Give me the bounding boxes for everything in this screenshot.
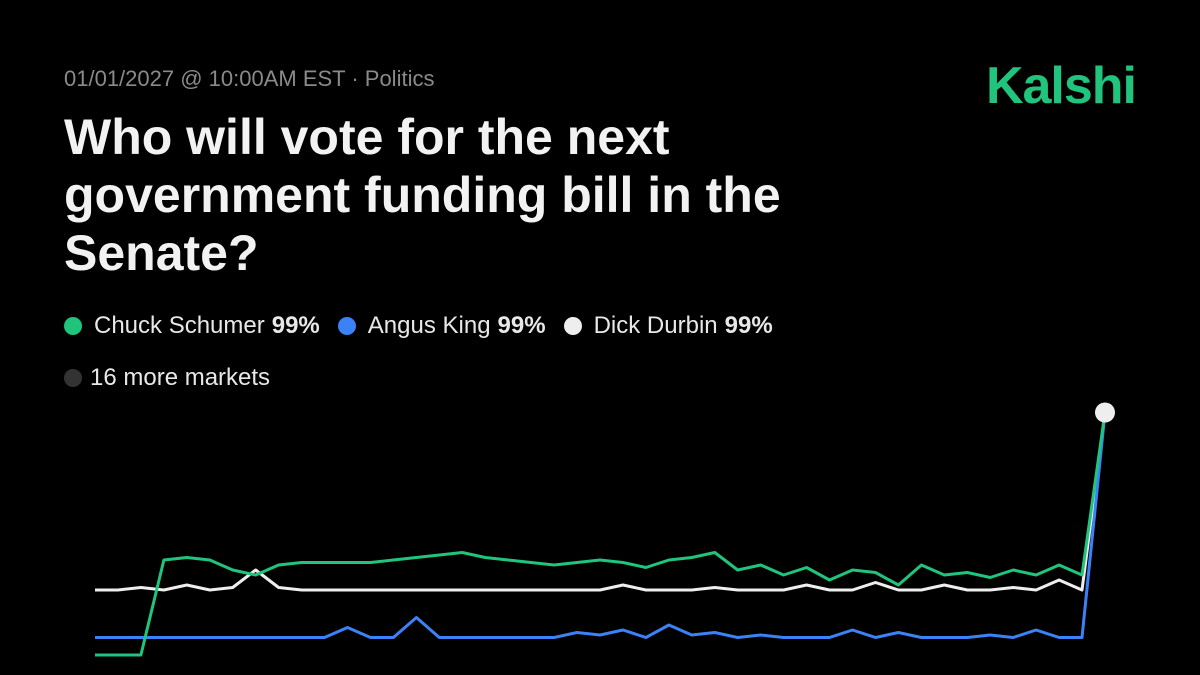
legend-value: 99% [271,312,320,339]
legend-row: Chuck Schumer 99% Angus King 99% Dick Durbin… [64,310,791,342]
legend-value: 99% [497,312,546,339]
logo[interactable]: Kalshi [985,57,1137,115]
more-markets-label[interactable]: 16 more markets [90,364,271,391]
market-meta: 01/01/2027 @ 10:00AM EST · Politics [64,66,435,91]
legend-name: Angus King [367,312,491,339]
legend-value: 99% [724,312,773,339]
end-point [1095,402,1115,423]
legend-dot [64,317,82,335]
more-markets[interactable]: 16 more markets [64,362,791,394]
series-line [95,412,1107,639]
legend-dot [64,369,82,387]
legend: Chuck Schumer 99% Angus King 99% Dick Durbin… [64,310,791,414]
series-line [95,412,1107,592]
chart-title: Who will vote for the next government fu… [64,109,781,281]
legend-name: Chuck Schumer [94,312,265,339]
legend-dot [337,317,356,335]
legend-item[interactable]: Angus King 99% [337,312,546,340]
legend-item[interactable]: Dick Durbin 99% [563,312,773,340]
legend-name: Dick Durbin [593,312,718,339]
legend-item[interactable]: Chuck Schumer 99% [64,312,320,340]
legend-dot [563,317,582,335]
series-line [95,412,1107,657]
